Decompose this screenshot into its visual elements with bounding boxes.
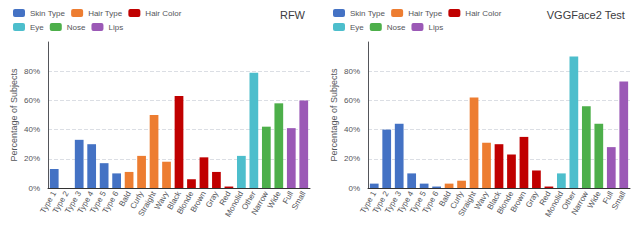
svg-text:Eye: Eye [30, 23, 44, 32]
svg-text:RFW: RFW [280, 9, 306, 21]
svg-text:Curly: Curly [128, 189, 146, 211]
svg-text:Type 5: Type 5 [408, 189, 428, 215]
svg-text:Type 2: Type 2 [50, 189, 71, 215]
svg-text:Full: Full [601, 189, 616, 206]
svg-text:Percentage of Subjects: Percentage of Subjects [9, 68, 19, 162]
svg-text:Type 3: Type 3 [383, 189, 404, 215]
svg-text:Nose: Nose [67, 23, 86, 32]
svg-text:Gray: Gray [524, 190, 540, 209]
svg-text:Other: Other [560, 189, 578, 212]
svg-text:0%: 0% [28, 184, 40, 193]
svg-text:Nose: Nose [387, 23, 406, 32]
svg-text:Type 5: Type 5 [88, 189, 108, 215]
svg-text:Type 4: Type 4 [395, 189, 416, 215]
svg-text:Red: Red [537, 189, 553, 207]
svg-text:Curly: Curly [448, 189, 466, 211]
svg-text:Type 1: Type 1 [358, 189, 379, 215]
svg-text:Black: Black [485, 189, 503, 212]
svg-text:Straight: Straight [456, 189, 478, 219]
svg-text:0%: 0% [348, 184, 360, 193]
svg-text:Small: Small [610, 190, 628, 212]
svg-text:80%: 80% [24, 67, 40, 76]
svg-text:80%: 80% [344, 67, 360, 76]
svg-text:Type 1: Type 1 [38, 189, 59, 215]
svg-text:Skin Type: Skin Type [350, 9, 386, 18]
svg-text:Full: Full [281, 189, 296, 206]
svg-text:40%: 40% [344, 125, 360, 134]
svg-text:20%: 20% [344, 154, 360, 163]
svg-text:VGGFace2 Test: VGGFace2 Test [547, 9, 625, 21]
svg-text:Wavy: Wavy [472, 189, 491, 212]
svg-text:Narrow: Narrow [249, 189, 271, 217]
svg-text:Monolid: Monolid [223, 189, 246, 219]
svg-text:Gray: Gray [204, 190, 220, 209]
svg-text:Skin Type: Skin Type [30, 9, 66, 18]
svg-text:Hair Color: Hair Color [145, 9, 181, 18]
svg-text:40%: 40% [24, 125, 40, 134]
svg-text:60%: 60% [344, 96, 360, 105]
svg-text:Brown: Brown [508, 189, 528, 214]
svg-text:Hair Type: Hair Type [88, 9, 123, 18]
svg-text:Type 6: Type 6 [100, 189, 121, 215]
svg-text:Black: Black [165, 189, 183, 212]
svg-text:Wavy: Wavy [152, 189, 171, 212]
svg-text:Hair Color: Hair Color [465, 9, 501, 18]
svg-text:Wide: Wide [586, 189, 603, 210]
svg-text:Wide: Wide [266, 189, 283, 210]
svg-text:Lips: Lips [108, 23, 123, 32]
svg-text:Small: Small [290, 190, 308, 212]
svg-text:Lips: Lips [428, 23, 443, 32]
svg-text:Eye: Eye [350, 23, 364, 32]
svg-text:Brown: Brown [188, 189, 208, 214]
svg-text:Type 3: Type 3 [63, 189, 84, 215]
svg-text:Blonde: Blonde [495, 189, 516, 216]
svg-text:Percentage of Subjects: Percentage of Subjects [329, 68, 339, 162]
svg-text:Blonde: Blonde [175, 189, 196, 216]
svg-text:Red: Red [217, 189, 233, 207]
svg-text:Narrow: Narrow [569, 189, 591, 217]
svg-text:60%: 60% [24, 96, 40, 105]
svg-text:Type 6: Type 6 [420, 189, 441, 215]
svg-text:Other: Other [240, 189, 258, 212]
svg-text:20%: 20% [24, 154, 40, 163]
svg-text:Bald: Bald [437, 189, 453, 209]
svg-text:Straight: Straight [136, 189, 158, 219]
svg-text:Bald: Bald [117, 189, 133, 209]
svg-text:Type 2: Type 2 [370, 189, 391, 215]
svg-text:Type 4: Type 4 [75, 189, 96, 215]
svg-text:Monolid: Monolid [543, 189, 566, 219]
svg-text:Hair Type: Hair Type [408, 9, 443, 18]
